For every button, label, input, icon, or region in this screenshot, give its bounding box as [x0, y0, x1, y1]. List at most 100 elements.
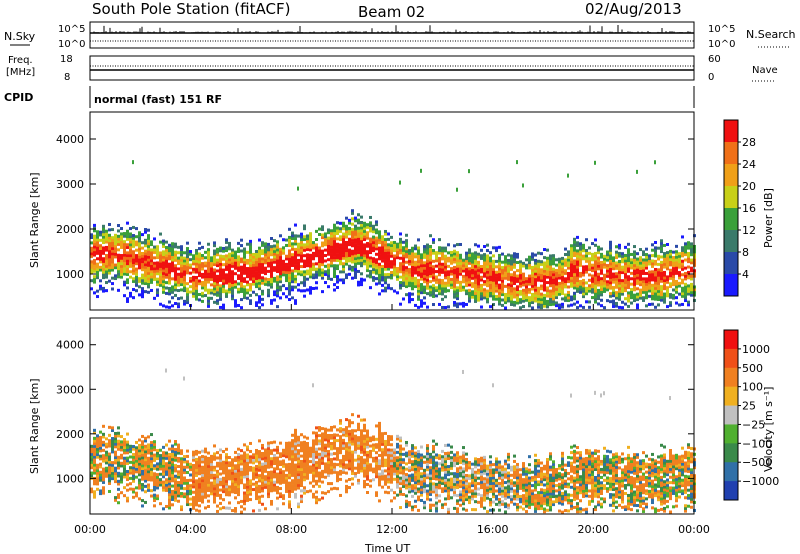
data-cell-3061: [633, 261, 636, 265]
data-cell-719: [216, 491, 219, 495]
data-cell-920: [252, 269, 255, 273]
data-cell-880: [246, 485, 249, 489]
data-cell-579: [189, 277, 192, 281]
colorbar-segment: [724, 208, 738, 231]
data-cell-2007: [444, 276, 447, 280]
data-cell-1610: [372, 224, 375, 228]
data-cell-1288: [318, 251, 321, 255]
data-cell-3118: [645, 296, 648, 300]
data-cell-594: [195, 500, 198, 504]
data-cell-1037: [273, 260, 276, 264]
data-cell-15: [93, 492, 96, 496]
data-cell-3229: [663, 281, 666, 285]
data-cell-669: [207, 499, 210, 503]
data-cell-322: [144, 268, 147, 272]
data-cell-2491: [534, 283, 537, 287]
data-cell-1368: [333, 239, 336, 243]
data-cell-2516: [537, 262, 540, 266]
data-cell-3122: [645, 285, 648, 289]
data-cell-171: [120, 272, 123, 276]
data-cell-2775: [582, 265, 585, 269]
data-cell-538: [180, 250, 183, 254]
data-cell-1581: [369, 259, 372, 263]
data-cell-2298: [498, 299, 501, 303]
data-cell-854: [240, 273, 243, 277]
data-cell-1440: [345, 230, 348, 234]
data-cell-150: [114, 437, 117, 441]
data-cell-1630: [378, 281, 381, 285]
data-cell-1033: [273, 470, 276, 474]
data-cell-1608: [372, 230, 375, 234]
data-cell-1262: [312, 251, 315, 255]
data-cell-1619: [375, 252, 378, 256]
data-cell-2958: [615, 261, 618, 265]
data-cell-1604: [372, 243, 375, 247]
data-cell-142: [114, 461, 117, 465]
data-cell-1100: [285, 270, 288, 274]
data-cell-2799: [588, 284, 591, 288]
data-cell-510: [177, 302, 180, 306]
data-cell-926: [255, 483, 258, 487]
data-cell-1547: [363, 254, 366, 258]
data-cell-517: [180, 492, 183, 496]
data-cell-671: [207, 267, 210, 271]
data-cell-158: [117, 479, 120, 483]
data-cell-1870: [420, 283, 423, 287]
data-cell-940: [255, 258, 258, 262]
data-cell-1546: [363, 256, 366, 260]
data-cell-2307: [498, 272, 501, 276]
data-cell-798: [228, 241, 231, 245]
data-cell-1498: [354, 224, 357, 228]
data-cell-340: [150, 475, 153, 479]
data-cell-325: [144, 260, 147, 264]
data-cell-3102: [642, 296, 645, 300]
data-cell-363: [153, 477, 156, 481]
data-cell-2585: [549, 259, 552, 263]
data-cell-2030: [447, 243, 450, 247]
data-cell-2419: [519, 279, 522, 283]
data-cell-19: [93, 267, 96, 271]
data-cell-706: [213, 257, 216, 261]
data-cell-2740: [576, 257, 579, 261]
data-cell-3037: [630, 293, 633, 297]
data-cell-1890: [423, 272, 426, 276]
data-cell-352: [147, 242, 150, 246]
data-cell-1189: [300, 265, 303, 269]
data-cell-3073: [636, 281, 639, 285]
data-cell-675: [207, 256, 210, 260]
data-cell-105: [108, 473, 111, 477]
data-cell-983: [264, 280, 267, 284]
data-cell-1771: [402, 254, 405, 258]
data-cell-551: [183, 267, 186, 271]
data-cell-1041: [273, 249, 276, 253]
data-cell-1082: [279, 234, 282, 238]
data-cell-1662: [381, 243, 384, 247]
data-cell-1117: [288, 457, 291, 461]
data-cell-458: [168, 289, 171, 293]
data-cell-2991: [621, 271, 624, 275]
data-cell-772: [225, 265, 228, 269]
data-cell-2327: [501, 268, 504, 272]
data-cell-3293: [675, 282, 678, 286]
data-cell-1579: [369, 264, 372, 268]
data-cell-3231: [663, 276, 666, 280]
data-cell-534: [180, 261, 183, 265]
data-cell-2650: [561, 262, 564, 266]
data-cell-1166: [294, 431, 297, 435]
data-cell-1997: [441, 254, 444, 258]
data-cell-969: [261, 281, 264, 285]
data-cell-384: [156, 465, 159, 469]
data-cell-2966: [618, 292, 621, 296]
data-cell-2838: [594, 262, 597, 266]
data-cell-428: [162, 266, 165, 270]
data-cell-2619: [555, 263, 558, 267]
data-cell-2676: [567, 272, 570, 276]
data-cell-24: [93, 250, 96, 254]
data-cell-1649: [381, 283, 384, 287]
data-cell-2316: [501, 303, 504, 307]
data-cell-864: [243, 475, 246, 479]
data-cell-905: [249, 457, 252, 461]
data-cell-532: [180, 266, 183, 270]
data-cell-1841: [414, 247, 417, 251]
data-cell-61: [99, 249, 102, 253]
